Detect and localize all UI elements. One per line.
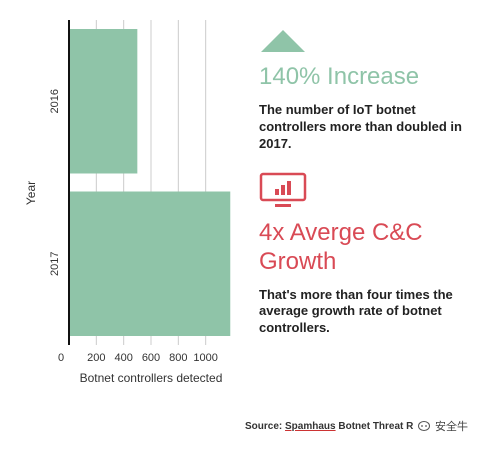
stat-growth: 4x Averge C&C Growth That's more than fo…	[259, 172, 479, 337]
x-tick-label: 400	[114, 352, 132, 364]
source-prefix: Source:	[245, 421, 283, 432]
chart-bars	[69, 29, 231, 336]
stat-growth-description: That's more than four times the average …	[259, 286, 453, 336]
x-tick-label: 800	[169, 352, 187, 364]
x-tick-label: 200	[87, 352, 105, 364]
x-tick-labels: 0 200 400 600 800 1000	[58, 352, 218, 364]
monitor-chart-icon	[259, 172, 307, 207]
x-tick-label: 1000	[193, 352, 217, 364]
source-note: Source: Spamhaus Botnet Threat R	[245, 421, 413, 432]
y-tick-label: 2016	[49, 89, 61, 113]
y-tick-labels: 2016 2017	[49, 89, 61, 276]
x-tick-label: 0	[58, 352, 64, 364]
wechat-bubble-icon	[418, 421, 430, 431]
stat-increase-headline: 140% Increase	[259, 63, 420, 90]
triangle-up-icon	[261, 30, 305, 52]
bar-2016	[69, 29, 138, 174]
source-publisher: Spamhaus	[285, 421, 336, 432]
x-tick-label: 600	[142, 352, 160, 364]
stat-growth-headline: 4x Averge C&C Growth	[259, 219, 423, 275]
stat-increase-description: The number of IoT botnet controllers mor…	[259, 101, 462, 151]
y-tick-label: 2017	[49, 252, 61, 276]
bar-2017	[69, 191, 231, 336]
x-axis-title: Botnet controllers detected	[80, 371, 223, 385]
y-axis-title: Year	[24, 181, 38, 205]
stat-increase: 140% Increase The number of IoT botnet c…	[259, 28, 479, 152]
watermark-text: 安全牛	[435, 420, 468, 433]
watermark: 安全牛	[418, 418, 468, 434]
source-rest: Botnet Threat R	[338, 421, 414, 432]
